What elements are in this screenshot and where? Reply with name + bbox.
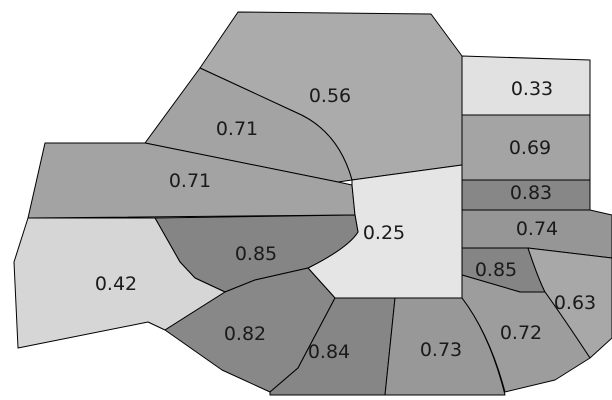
region-label-north-center: 0.56: [309, 85, 351, 107]
region-north-west-upper[interactable]: [144, 67, 353, 183]
region-label-center: 0.25: [363, 222, 405, 244]
region-label-south-073: 0.73: [420, 339, 462, 361]
region-label-west-upper: 0.71: [169, 170, 211, 192]
region-label-south-072: 0.72: [500, 322, 542, 344]
region-south-073[interactable]: [384, 297, 506, 396]
region-label-south-084: 0.84: [308, 341, 350, 363]
region-label-top-right: 0.33: [511, 78, 553, 100]
region-label-east-083: 0.83: [510, 182, 552, 204]
region-label-north-west-upper: 0.71: [216, 118, 258, 140]
region-label-east-085: 0.85: [475, 259, 517, 281]
region-label-south-082: 0.82: [224, 323, 266, 345]
region-label-west: 0.42: [95, 273, 137, 295]
region-label-east-063: 0.63: [554, 292, 596, 314]
region-label-east-069: 0.69: [509, 137, 551, 159]
region-label-east-074: 0.74: [516, 218, 558, 240]
region-label-center-west: 0.85: [235, 243, 277, 265]
